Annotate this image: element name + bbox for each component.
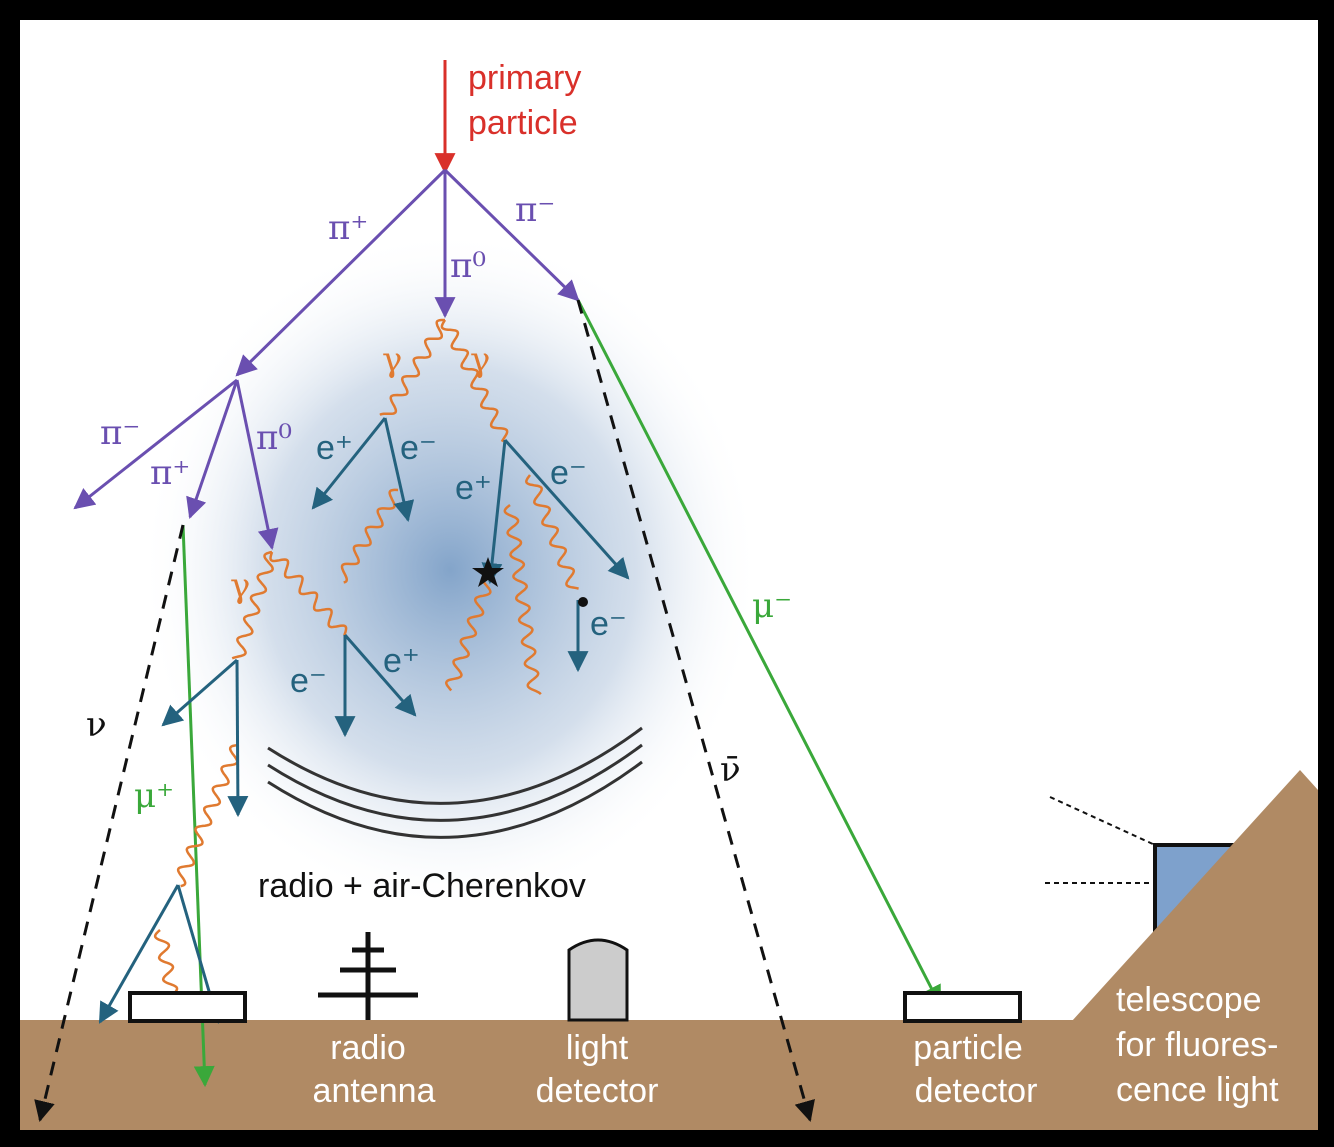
- particle-label: e⁻: [590, 605, 627, 643]
- particle-label: γ: [470, 340, 490, 380]
- particle-label: ν: [86, 705, 107, 745]
- detector-label: radio: [330, 1029, 406, 1067]
- particle-label: μ⁻: [752, 586, 792, 626]
- detector-label: detector: [536, 1072, 659, 1110]
- arrow: [237, 660, 238, 815]
- particle-label: e⁻: [550, 454, 587, 492]
- diagram: primary particle π⁺ π⁰ π⁻ π⁻ π⁺ π⁰ γ γ γ…: [0, 0, 1334, 1147]
- detector-label: telescope: [1116, 981, 1262, 1019]
- particle-label: π⁻: [515, 190, 555, 230]
- particle-label: π⁰: [450, 246, 486, 286]
- particle-label: e⁺: [383, 642, 420, 680]
- dot-marker: [578, 597, 588, 607]
- detector-label: particle: [913, 1029, 1023, 1067]
- particle-detector-icon: [130, 993, 245, 1021]
- detector-label: light: [566, 1029, 629, 1067]
- particle-label: e⁺: [455, 469, 492, 507]
- detector-label: antenna: [313, 1072, 436, 1110]
- particle-label: π⁺: [328, 208, 368, 248]
- detector-label: cence light: [1116, 1071, 1279, 1109]
- particle-label: γ: [382, 340, 402, 380]
- particle-label: γ: [230, 566, 250, 606]
- particle-label: π⁰: [256, 418, 292, 458]
- particle-label: e⁻: [400, 429, 437, 467]
- particle-label: π⁺: [150, 453, 190, 493]
- particle-label: e⁻: [290, 662, 327, 700]
- detector-label: detector: [915, 1072, 1038, 1110]
- shower-label: radio + air-Cherenkov: [258, 867, 586, 905]
- particle-label: π⁻: [100, 413, 140, 453]
- primary-label: primary: [468, 59, 581, 97]
- particle-label: e⁺: [316, 429, 353, 467]
- detector-label: for fluores-: [1116, 1026, 1279, 1064]
- particle-label: μ⁺: [134, 776, 174, 816]
- particle-detector-icon: [905, 993, 1020, 1021]
- particle-label: ν̄: [720, 750, 741, 790]
- primary-label: particle: [468, 104, 578, 142]
- light-detector-icon: [569, 940, 627, 1020]
